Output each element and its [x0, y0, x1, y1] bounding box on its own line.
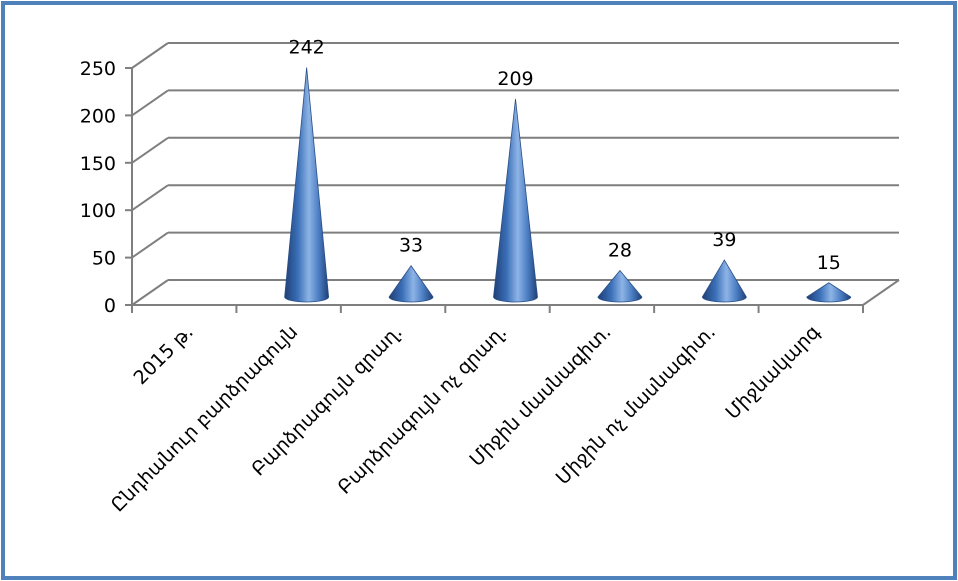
- data-label: 33: [399, 235, 423, 257]
- gridline-side: [131, 136, 169, 164]
- data-label: 209: [497, 68, 533, 90]
- data-label: 15: [817, 252, 841, 274]
- y-tick-label: 0: [104, 295, 116, 317]
- cone-bar: [701, 259, 747, 303]
- y-tick-label: 150: [80, 153, 116, 175]
- data-label: 28: [608, 239, 632, 261]
- data-label: 39: [712, 229, 736, 251]
- gridline-side: [131, 279, 169, 306]
- y-tick-label: 250: [80, 58, 116, 80]
- y-tick-label: 200: [80, 105, 116, 127]
- cone-bar: [597, 269, 643, 303]
- cone-bar: [388, 265, 434, 303]
- cone-bar: [806, 282, 852, 303]
- floor-edge: [862, 279, 900, 306]
- data-label: 242: [289, 37, 325, 59]
- y-tick-label: 50: [92, 248, 116, 270]
- cone-bar: [493, 98, 538, 303]
- gridline-side: [131, 42, 169, 69]
- gridline-side: [131, 231, 169, 259]
- gridline-side: [131, 184, 169, 212]
- y-tick-label: 100: [80, 200, 116, 222]
- cone-bar: [284, 67, 330, 303]
- gridline-side: [131, 89, 169, 117]
